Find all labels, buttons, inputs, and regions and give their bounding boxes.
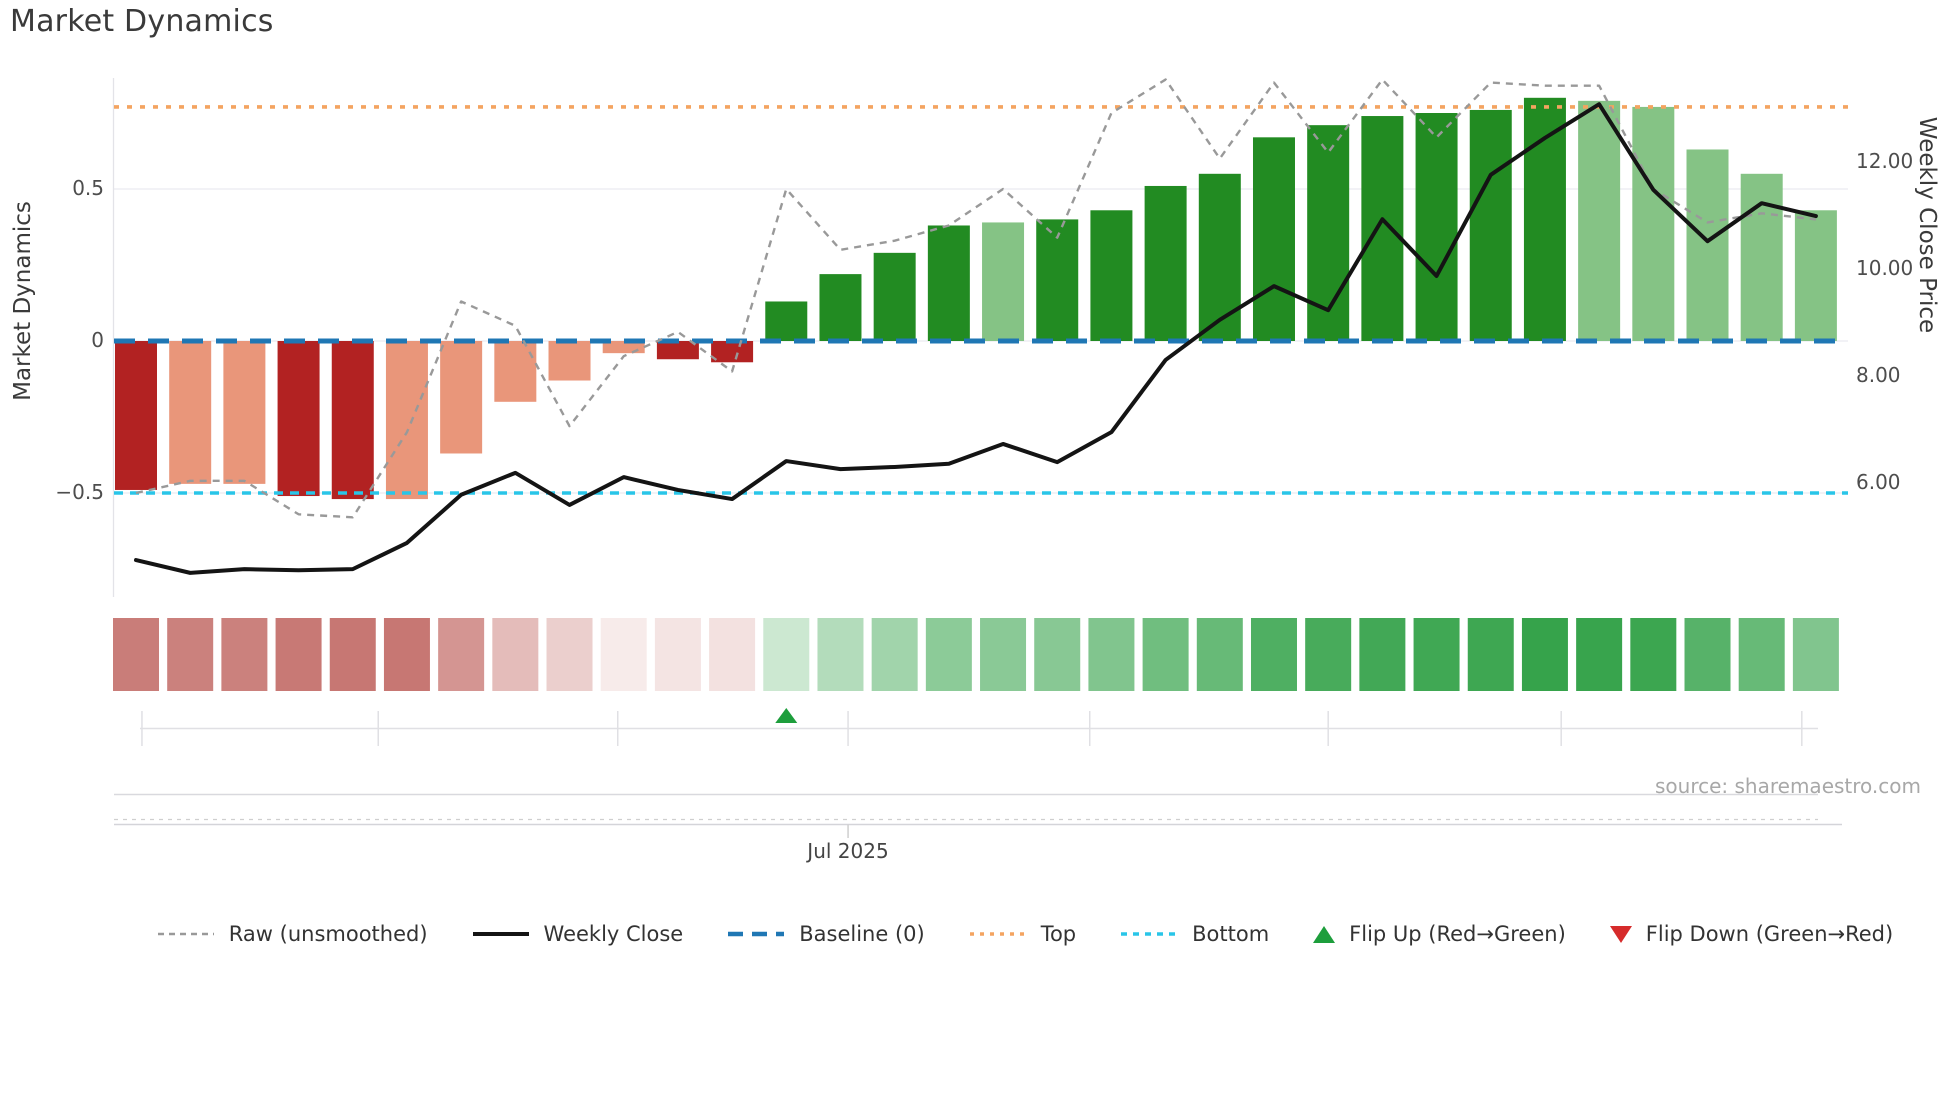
dynamics-bar	[1415, 113, 1458, 341]
dynamics-bar	[277, 341, 320, 497]
heat-strip-cell	[167, 618, 214, 691]
heat-strip-cell	[1467, 618, 1514, 691]
heat-strip-cell	[383, 618, 430, 691]
dynamics-bar	[711, 341, 754, 363]
legend-label: Top	[1040, 922, 1077, 946]
heat-strip-cell	[1034, 618, 1081, 691]
dynamics-bar	[982, 222, 1025, 341]
legend-label: Weekly Close	[543, 922, 684, 946]
dynamics-bar	[385, 341, 428, 500]
heat-strip-cell	[221, 618, 268, 691]
heat-strip-cell	[600, 618, 647, 691]
legend-label: Raw (unsmoothed)	[228, 922, 428, 946]
heat-strip-cell	[1305, 618, 1352, 691]
dynamics-bar	[1252, 137, 1295, 341]
dynamics-bar	[819, 274, 862, 341]
legend-label: Flip Down (Green→Red)	[1645, 922, 1894, 946]
heat-strip-cell	[113, 618, 159, 691]
dynamics-bar	[1578, 100, 1621, 341]
y-right-tick-label: 12.00	[1856, 149, 1914, 173]
heat-strip-cell	[1413, 618, 1460, 691]
x-axis-month-label: Jul 2025	[807, 839, 889, 863]
heat-strip-cell	[1196, 618, 1243, 691]
source-note: source: sharemaestro.com	[1655, 774, 1921, 798]
dynamics-bar	[656, 341, 699, 360]
dynamics-bar	[223, 341, 266, 484]
raw-line	[135, 78, 1817, 519]
heat-strip-cell	[1792, 618, 1839, 691]
dynamics-bar	[1090, 210, 1133, 341]
weekly-close-line	[134, 102, 1818, 575]
heat-strip-cell	[438, 618, 485, 691]
dynamics-bar	[1632, 106, 1675, 341]
heat-strip-cell	[1359, 618, 1406, 691]
heat-strip-cell	[654, 618, 701, 691]
heat-strip-cell	[1088, 618, 1135, 691]
flip-up-marker	[775, 708, 798, 723]
dynamics-bar	[440, 341, 483, 454]
flip-down-icon	[1609, 925, 1632, 943]
legend-swatch-dot-orange	[969, 932, 1026, 936]
dynamics-bar	[1361, 116, 1404, 341]
dynamics-bar	[1794, 210, 1837, 341]
legend-label: Bottom	[1192, 922, 1270, 946]
heat-strip-cell	[1738, 618, 1785, 691]
heat-strip-cell	[1250, 618, 1297, 691]
legend-swatch-dash-blue	[728, 931, 785, 937]
heat-strip-cell	[329, 618, 376, 691]
legend-swatch-line-black	[472, 932, 529, 936]
dynamics-bar	[331, 341, 374, 500]
heat-strip-cell	[709, 618, 756, 691]
dynamics-bar	[1469, 109, 1512, 342]
dynamics-bar	[494, 341, 537, 402]
page-title: Market Dynamics	[10, 4, 274, 39]
y-right-tick-label: 6.00	[1856, 470, 1901, 494]
heat-strip-cell	[1576, 618, 1623, 691]
dynamics-bar	[169, 341, 212, 484]
legend-item-dot-orange[interactable]: Top	[969, 922, 1076, 946]
dynamics-bar	[927, 225, 970, 341]
flip-up-icon	[1313, 925, 1336, 943]
legend-swatch-dash-gray	[157, 932, 214, 936]
legend-item-tri-down[interactable]: Flip Down (Green→Red)	[1609, 922, 1894, 946]
legend-item-dash-gray[interactable]: Raw (unsmoothed)	[157, 922, 428, 946]
legend-item-line-black[interactable]: Weekly Close	[472, 922, 684, 946]
y-left-tick-label: 0.5	[72, 176, 104, 200]
dynamics-bar	[548, 341, 591, 381]
heat-strip-cell	[925, 618, 972, 691]
y-right-tick-label: 8.00	[1856, 363, 1901, 387]
dynamics-bar	[873, 252, 916, 341]
legend-swatch-dot-cyan	[1121, 932, 1178, 936]
heat-strip-cell	[1142, 618, 1189, 691]
dynamics-bar	[1036, 219, 1079, 341]
heat-strip-cell	[546, 618, 593, 691]
legend-item-dot-cyan[interactable]: Bottom	[1120, 922, 1269, 946]
dynamics-bar	[1686, 149, 1729, 341]
heat-strip-cell	[763, 618, 810, 691]
dynamics-bar	[602, 341, 645, 354]
heat-strip-cell	[492, 618, 539, 691]
heat-strip-cell	[871, 618, 918, 691]
legend-item-tri-up[interactable]: Flip Up (Red→Green)	[1313, 922, 1566, 946]
y-left-tick-label: −0.5	[55, 480, 104, 504]
dynamics-bar	[1144, 185, 1187, 341]
legend-label: Flip Up (Red→Green)	[1349, 922, 1566, 946]
dynamics-bar	[115, 341, 157, 490]
y-left-tick-label: 0	[91, 328, 104, 352]
legend: Raw (unsmoothed) Weekly Close Baseline (0)…	[0, 922, 1960, 946]
heat-strip-cell	[817, 618, 864, 691]
heat-strip-cell	[980, 618, 1027, 691]
heat-strip-cell	[275, 618, 322, 691]
y-right-tick-label: 10.00	[1856, 256, 1914, 280]
dynamics-bar	[765, 301, 808, 341]
legend-label: Baseline (0)	[799, 922, 925, 946]
heat-strip-cell	[1630, 618, 1677, 691]
legend-item-dash-blue[interactable]: Baseline (0)	[727, 922, 925, 946]
heat-strip-cell	[1684, 618, 1731, 691]
heat-strip-cell	[1521, 618, 1568, 691]
